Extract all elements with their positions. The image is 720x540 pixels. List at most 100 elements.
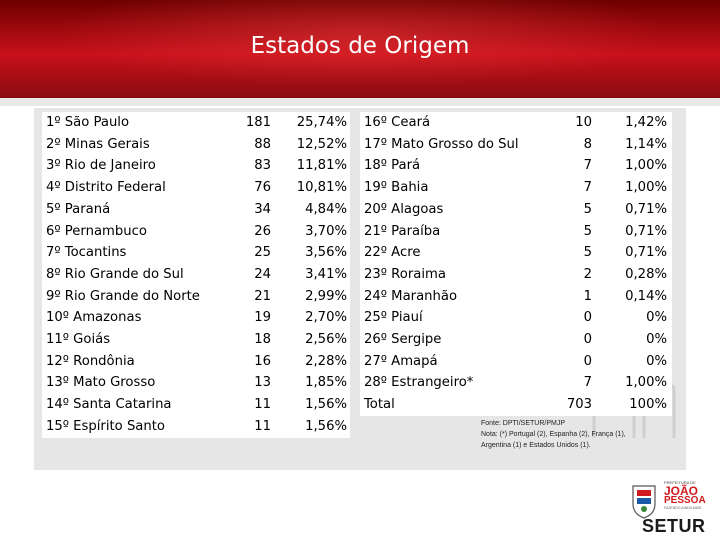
source-note: Fonte: DPTI/SETUR/PMJP Nota: (*) Portuga… bbox=[481, 418, 686, 451]
tourist-count: 88 bbox=[254, 136, 271, 152]
logo-prefeitura: PREFEITURA DE bbox=[664, 480, 696, 485]
state-name: 15º Espírito Santo bbox=[46, 418, 165, 434]
percentage: 1,00% bbox=[625, 180, 667, 196]
tourist-count: 703 bbox=[566, 397, 592, 413]
percentage: 2,70% bbox=[305, 310, 347, 326]
table-row: 21º Paraíba 5 0,71% bbox=[360, 221, 672, 243]
percentage: 0% bbox=[646, 332, 667, 347]
tourist-count: 5 bbox=[583, 245, 592, 261]
state-name: 3º Rio de Janeiro bbox=[46, 158, 156, 174]
tourist-count: 11 bbox=[254, 418, 271, 434]
percentage: 1,56% bbox=[305, 397, 347, 413]
tourist-count: 2 bbox=[583, 266, 592, 282]
state-name: 6º Pernambuco bbox=[46, 223, 147, 239]
state-name: 9º Rio Grande do Norte bbox=[46, 288, 200, 304]
table-row: 2º Minas Gerais 88 12,52% bbox=[42, 134, 350, 156]
state-name: 21º Paraíba bbox=[364, 223, 441, 239]
tourist-count: 21 bbox=[254, 288, 271, 304]
percentage: 4,84% bbox=[305, 201, 347, 217]
table-row: 20º Alagoas 5 0,71% bbox=[360, 199, 672, 221]
percentage: 2,56% bbox=[305, 332, 347, 347]
state-name: 26º Sergipe bbox=[364, 332, 442, 347]
percentage: 1,56% bbox=[305, 418, 347, 434]
state-name: 19º Bahia bbox=[364, 180, 429, 196]
percentage: 1,14% bbox=[625, 136, 667, 152]
table-row: 28º Estrangeiro* 7 1,00% bbox=[360, 372, 672, 394]
tourist-count: 13 bbox=[254, 375, 271, 391]
state-name: 11º Goiás bbox=[46, 332, 111, 347]
tourist-count: 19 bbox=[254, 310, 271, 326]
source-line: Fonte: DPTI/SETUR/PMJP bbox=[481, 420, 566, 427]
percentage: 12,52% bbox=[296, 136, 347, 152]
tourist-count: 7 bbox=[583, 158, 592, 174]
note-line: Nota: (*) Portugal (2), Espanha (2), Fra… bbox=[481, 431, 626, 438]
states-table-left: 1º São Paulo 181 25,74% 2º Minas Gerais 88 12… bbox=[42, 112, 350, 438]
table-row: 10º Amazonas 19 2,70% bbox=[42, 307, 350, 329]
percentage: 0,28% bbox=[625, 266, 667, 282]
table-row: 15º Espírito Santo 11 1,56% bbox=[42, 416, 350, 438]
table-row: 8º Rio Grande do Sul 24 3,41% bbox=[42, 264, 350, 286]
state-name: 1º São Paulo bbox=[46, 115, 130, 130]
tourist-count: 16 bbox=[254, 353, 271, 369]
logo-slogan: FAZENDO AINDA MAIS bbox=[664, 506, 702, 510]
state-name: 7º Tocantins bbox=[46, 245, 127, 261]
percentage: 0% bbox=[646, 353, 667, 369]
percentage: 1,00% bbox=[625, 375, 667, 391]
table-row: 3º Rio de Janeiro 83 11,81% bbox=[42, 155, 350, 177]
table-row: 7º Tocantins 25 3,56% bbox=[42, 242, 350, 264]
table-row: 11º Goiás 18 2,56% bbox=[42, 329, 350, 351]
tourist-count: 7 bbox=[583, 180, 592, 196]
state-name: 4º Distrito Federal bbox=[46, 180, 166, 196]
table-row: 13º Mato Grosso 13 1,85% bbox=[42, 372, 350, 394]
table-row: 22º Acre 5 0,71% bbox=[360, 242, 672, 264]
percentage: 1,42% bbox=[625, 115, 667, 130]
table-row: 24º Maranhão 1 0,14% bbox=[360, 286, 672, 308]
tourist-count: 0 bbox=[583, 353, 592, 369]
table-row: 26º Sergipe 0 0% bbox=[360, 329, 672, 351]
logo-city-name-2: PESSOA bbox=[664, 495, 706, 506]
table-row: 1º São Paulo 181 25,74% bbox=[42, 112, 350, 134]
percentage: 10,81% bbox=[296, 180, 347, 196]
percentage: 0,71% bbox=[625, 245, 667, 261]
table-row: 17º Mato Grosso do Sul 8 1,14% bbox=[360, 134, 672, 156]
table-row: 14º Santa Catarina 11 1,56% bbox=[42, 394, 350, 416]
state-name: 8º Rio Grande do Sul bbox=[46, 266, 184, 282]
state-name: 23º Roraima bbox=[364, 266, 446, 282]
state-name: Total bbox=[364, 397, 395, 413]
logo-city-name: JOÃO bbox=[664, 484, 699, 498]
state-name: 14º Santa Catarina bbox=[46, 397, 172, 413]
table-row: 16º Ceará 10 1,42% bbox=[360, 112, 672, 134]
percentage: 2,28% bbox=[305, 353, 347, 369]
table-row: 18º Pará 7 1,00% bbox=[360, 155, 672, 177]
tourist-count: 8 bbox=[583, 136, 592, 152]
percentage: 3,56% bbox=[305, 245, 347, 261]
states-table-right: 16º Ceará 10 1,42% 17º Mato Grosso do Sul 8 1… bbox=[360, 112, 672, 416]
state-name: 22º Acre bbox=[364, 245, 421, 261]
tourist-count: 34 bbox=[254, 201, 271, 217]
tourist-count: 181 bbox=[245, 115, 271, 130]
tourist-count: 5 bbox=[583, 223, 592, 239]
tourist-count: 76 bbox=[254, 180, 271, 196]
table-row: 19º Bahia 7 1,00% bbox=[360, 177, 672, 199]
table-row: 12º Rondônia 16 2,28% bbox=[42, 351, 350, 373]
tourist-count: 10 bbox=[575, 115, 592, 130]
title-banner bbox=[0, 0, 720, 98]
divider-bar bbox=[0, 98, 720, 106]
percentage: 11,81% bbox=[296, 158, 347, 174]
state-name: 2º Minas Gerais bbox=[46, 136, 150, 152]
table-row: 9º Rio Grande do Norte 21 2,99% bbox=[42, 286, 350, 308]
state-name: 27º Amapá bbox=[364, 353, 438, 369]
tourist-count: 18 bbox=[254, 332, 271, 347]
tourist-count: 0 bbox=[583, 332, 592, 347]
table-row: 5º Paraná 34 4,84% bbox=[42, 199, 350, 221]
percentage: 0,71% bbox=[625, 223, 667, 239]
banner-glow bbox=[0, 0, 720, 98]
state-name: 13º Mato Grosso bbox=[46, 375, 156, 391]
state-name: 17º Mato Grosso do Sul bbox=[364, 136, 519, 152]
tourist-count: 11 bbox=[254, 397, 271, 413]
state-name: 5º Paraná bbox=[46, 201, 111, 217]
state-name: 10º Amazonas bbox=[46, 310, 142, 326]
percentage: 3,70% bbox=[305, 223, 347, 239]
percentage: 25,74% bbox=[296, 115, 347, 130]
state-name: 18º Pará bbox=[364, 158, 421, 174]
